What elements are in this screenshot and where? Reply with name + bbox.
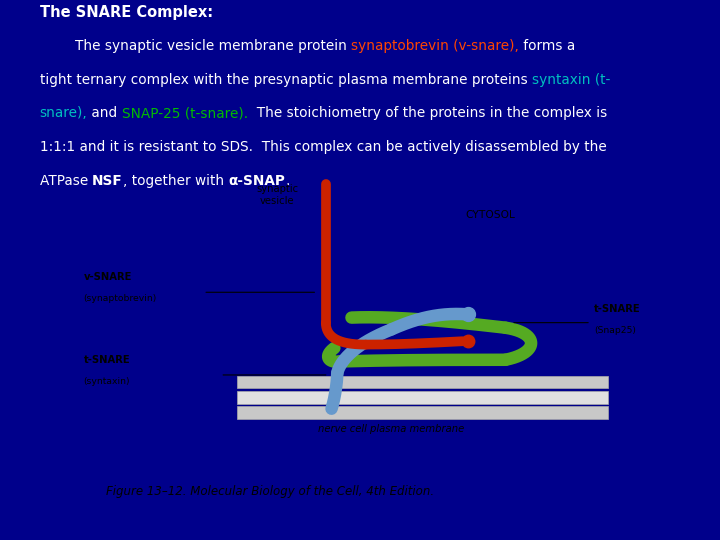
Text: .: . — [285, 174, 289, 188]
Bar — [238, 376, 608, 388]
Text: and: and — [87, 106, 122, 120]
Text: SNAP-25 (t-snare).: SNAP-25 (t-snare). — [122, 106, 248, 120]
Text: synaptic
vesicle: synaptic vesicle — [256, 184, 298, 206]
Text: t-SNARE: t-SNARE — [84, 355, 130, 365]
Text: , together with: , together with — [123, 174, 228, 188]
Text: (syntaxin): (syntaxin) — [84, 377, 130, 386]
Text: nerve cell plasma membrane: nerve cell plasma membrane — [318, 424, 464, 434]
Text: t-SNARE: t-SNARE — [594, 304, 641, 314]
Text: ATPase: ATPase — [40, 174, 92, 188]
Text: The SNARE Complex:: The SNARE Complex: — [40, 5, 212, 20]
Text: (Snap25): (Snap25) — [594, 326, 636, 335]
Text: tight ternary complex with the presynaptic plasma membrane proteins: tight ternary complex with the presynapt… — [40, 72, 532, 86]
Text: The synaptic vesicle membrane protein: The synaptic vesicle membrane protein — [40, 39, 351, 53]
Bar — [238, 391, 608, 404]
Bar — [238, 406, 608, 419]
Text: forms a: forms a — [518, 39, 575, 53]
Text: Figure 13–12. Molecular Biology of the Cell, 4th Edition.: Figure 13–12. Molecular Biology of the C… — [107, 485, 434, 498]
Text: synaptobrevin (v-snare),: synaptobrevin (v-snare), — [351, 39, 518, 53]
Text: 1:1:1 and it is resistant to SDS.  This complex can be actively disassembled by : 1:1:1 and it is resistant to SDS. This c… — [40, 140, 606, 154]
Text: The stoichiometry of the proteins in the complex is: The stoichiometry of the proteins in the… — [248, 106, 607, 120]
Text: NSF: NSF — [92, 174, 123, 188]
Text: syntaxin (t-: syntaxin (t- — [532, 72, 610, 86]
Text: (synaptobrevin): (synaptobrevin) — [84, 294, 157, 303]
Text: snare),: snare), — [40, 106, 87, 120]
Text: CYTOSOL: CYTOSOL — [466, 210, 516, 220]
Text: α-SNAP: α-SNAP — [228, 174, 285, 188]
Text: v-SNARE: v-SNARE — [84, 272, 132, 282]
